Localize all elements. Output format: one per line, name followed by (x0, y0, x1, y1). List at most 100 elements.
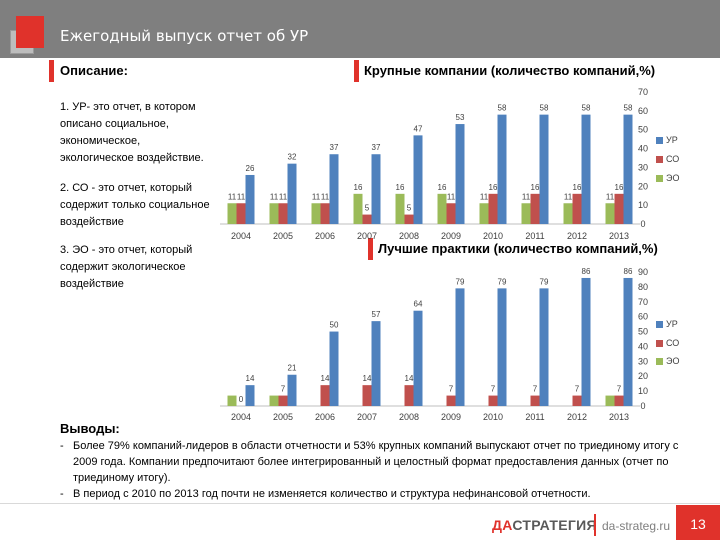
chart1-label-ur: 26 (246, 164, 255, 173)
chart1-xtick: 2010 (483, 231, 503, 241)
chart2-bar-eo (227, 395, 237, 406)
chart2-xtick: 2009 (441, 412, 461, 422)
chart1-label-eo: 16 (396, 183, 405, 192)
chart1-bar-eo (479, 203, 489, 224)
chart1-label-eo: 16 (438, 183, 447, 192)
chart2-bar-ur (413, 310, 423, 406)
footer-separator (594, 514, 596, 536)
chart1-legend-label-eo: ЭО (666, 173, 679, 183)
page-number-box (676, 505, 720, 540)
chart2-bar-co (446, 395, 456, 406)
chart1-bar-eo (353, 193, 363, 224)
chart1-ytick: 50 (638, 125, 648, 135)
chart2-ytick: 80 (638, 282, 648, 292)
chart1-bar-co (530, 193, 540, 224)
header: Ежегодный выпуск отчет об УР (0, 0, 720, 58)
chart1-label-eo: 11 (480, 192, 489, 201)
chart1-ytick: 0 (640, 219, 645, 229)
chart2-bar-co (278, 395, 288, 406)
chart1-legend-swatch-eo (656, 175, 663, 182)
chart1-legend-label-ur: УР (666, 135, 678, 145)
footer-divider (0, 503, 720, 504)
chart2-ytick: 90 (638, 267, 648, 277)
chart1-bar-ur (623, 114, 633, 224)
chart1-title: Крупные компании (количество компаний,%) (364, 63, 656, 78)
chart1-xtick: 2012 (567, 231, 587, 241)
chart1-label-ur: 53 (456, 113, 465, 122)
chart1-label-ur: 47 (414, 124, 423, 133)
logo-part1: ДА (492, 517, 513, 533)
chart1-ytick: 70 (638, 87, 648, 97)
chart1-xtick: 2013 (609, 231, 629, 241)
chart1-bar-eo (395, 193, 405, 224)
chart2-label-co: 7 (491, 385, 496, 394)
chart1-bar-ur (413, 135, 423, 224)
chart1-xtick: 2008 (399, 231, 419, 241)
chart2-accent (368, 238, 373, 260)
chart2-xtick: 2012 (567, 412, 587, 422)
chart2-label-co: 14 (405, 374, 414, 383)
conclusions-title: Выводы: (60, 421, 120, 436)
chart1-label-ur: 37 (372, 143, 381, 152)
chart2-bar-co (362, 385, 372, 406)
chart1-xtick: 2007 (357, 231, 377, 241)
chart2-legend-label-ur: УР (666, 319, 678, 329)
chart1-label-eo: 11 (564, 192, 573, 201)
chart1-ytick: 60 (638, 106, 648, 116)
chart2-bar-ur (581, 277, 591, 406)
chart2-legend-swatch-co (656, 340, 663, 347)
logo-part2: СТРАТЕГИЯ (512, 517, 597, 533)
chart2-xtick: 2004 (231, 412, 251, 422)
chart1-label-co: 5 (365, 204, 370, 213)
decor-square-red (16, 16, 44, 48)
chart1-bar-ur (329, 154, 339, 224)
chart2-ytick: 20 (638, 371, 648, 381)
chart2-label-co: 14 (363, 374, 372, 383)
chart2-label-co: 7 (533, 385, 538, 394)
chart1-bar-ur (581, 114, 591, 224)
chart2-bar-co (404, 385, 414, 406)
chart2-xtick: 2006 (315, 412, 335, 422)
chart1-label-co: 11 (321, 192, 330, 201)
chart1-bar-ur (371, 154, 381, 224)
chart1-ytick: 40 (638, 144, 648, 154)
chart2-label-co: 0 (239, 395, 244, 404)
chart1-bar-eo (437, 193, 447, 224)
site-url[interactable]: da-strateg.ru (602, 519, 671, 533)
chart1-bar-co (320, 203, 330, 224)
chart2-label-ur: 14 (246, 374, 255, 383)
chart1-bar-co (488, 193, 498, 224)
chart1-bar-eo (563, 203, 573, 224)
chart1-ytick: 10 (638, 200, 648, 210)
conclusion-text-1: Более 79% компаний-лидеров в области отч… (73, 440, 679, 484)
conclusion-text-2: В период с 2010 по 2013 год почти не изм… (73, 488, 591, 500)
chart2-ytick: 10 (638, 386, 648, 396)
chart2-bar-ur (455, 288, 465, 406)
chart2-label-ur: 79 (456, 277, 465, 286)
chart1-bar-ur (287, 163, 297, 224)
chart2-label-ur: 57 (372, 310, 381, 319)
chart2-bar-eo (269, 395, 279, 406)
chart2-label-co: 7 (617, 385, 622, 394)
chart2-xtick: 2011 (525, 412, 544, 422)
chart2-bar-ur (623, 277, 633, 406)
chart2-bar-co (320, 385, 330, 406)
chart2-ytick: 0 (640, 401, 645, 411)
chart2-xtick: 2007 (357, 412, 377, 422)
chart2-bar-ur (497, 288, 507, 406)
chart1-bar-ur (245, 174, 255, 224)
chart1-bar-ur (497, 114, 507, 224)
chart2-title: Лучшие практики (количество компаний,%) (378, 241, 658, 256)
chart1-bar-co (614, 193, 624, 224)
chart2-label-ur: 21 (288, 364, 297, 373)
description-item-co: 2. СО - это отчет, который содержит толь… (60, 182, 210, 228)
chart2-legend-swatch-ur (656, 321, 663, 328)
chart2-ytick: 60 (638, 312, 648, 322)
chart1-bar-eo (311, 203, 321, 224)
chart1-bar-co (362, 214, 372, 224)
chart1-label-eo: 11 (228, 192, 237, 201)
chart1-xtick: 2004 (231, 231, 251, 241)
chart2-xtick: 2005 (273, 412, 293, 422)
chart2-legend-label-eo: ЭО (666, 356, 679, 366)
